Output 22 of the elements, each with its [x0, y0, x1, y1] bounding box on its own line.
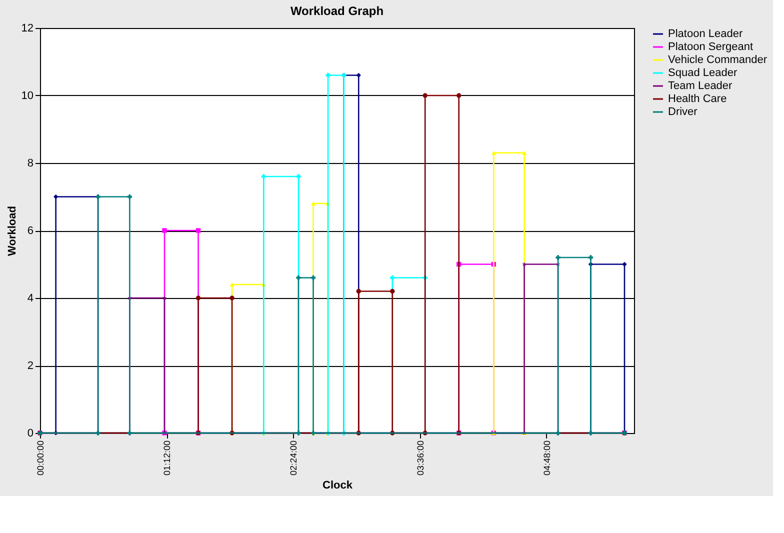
legend-label: Vehicle Commander: [668, 54, 768, 66]
y-tick-label: 0: [27, 428, 34, 440]
x-axis-title: Clock: [322, 480, 354, 492]
x-tick-label: 02:24:00: [288, 440, 299, 476]
y-tick-label: 8: [27, 158, 34, 170]
y-tick-label: 10: [21, 90, 34, 102]
y-axis-title: Workload: [6, 206, 18, 256]
legend-label: Driver: [668, 106, 698, 118]
x-tick-label: 04:48:00: [542, 440, 552, 476]
legend-label: Squad Leader: [668, 67, 738, 79]
chart-title: Workload Graph: [290, 4, 384, 18]
y-tick-label: 6: [27, 225, 34, 237]
legend-label: Team Leader: [668, 80, 733, 92]
x-tick-label: 00:00:00: [36, 440, 46, 476]
y-tick-label: 2: [27, 360, 34, 372]
y-tick-label: 12: [21, 22, 34, 34]
x-tick-label: 01:12:00: [162, 440, 172, 476]
legend-label: Platoon Sergeant: [668, 41, 754, 53]
legend-label: Health Care: [668, 93, 727, 105]
legend-label: Platoon Leader: [668, 28, 743, 40]
x-tick-label: 03:36:00: [415, 440, 426, 476]
y-tick-label: 4: [27, 292, 34, 304]
